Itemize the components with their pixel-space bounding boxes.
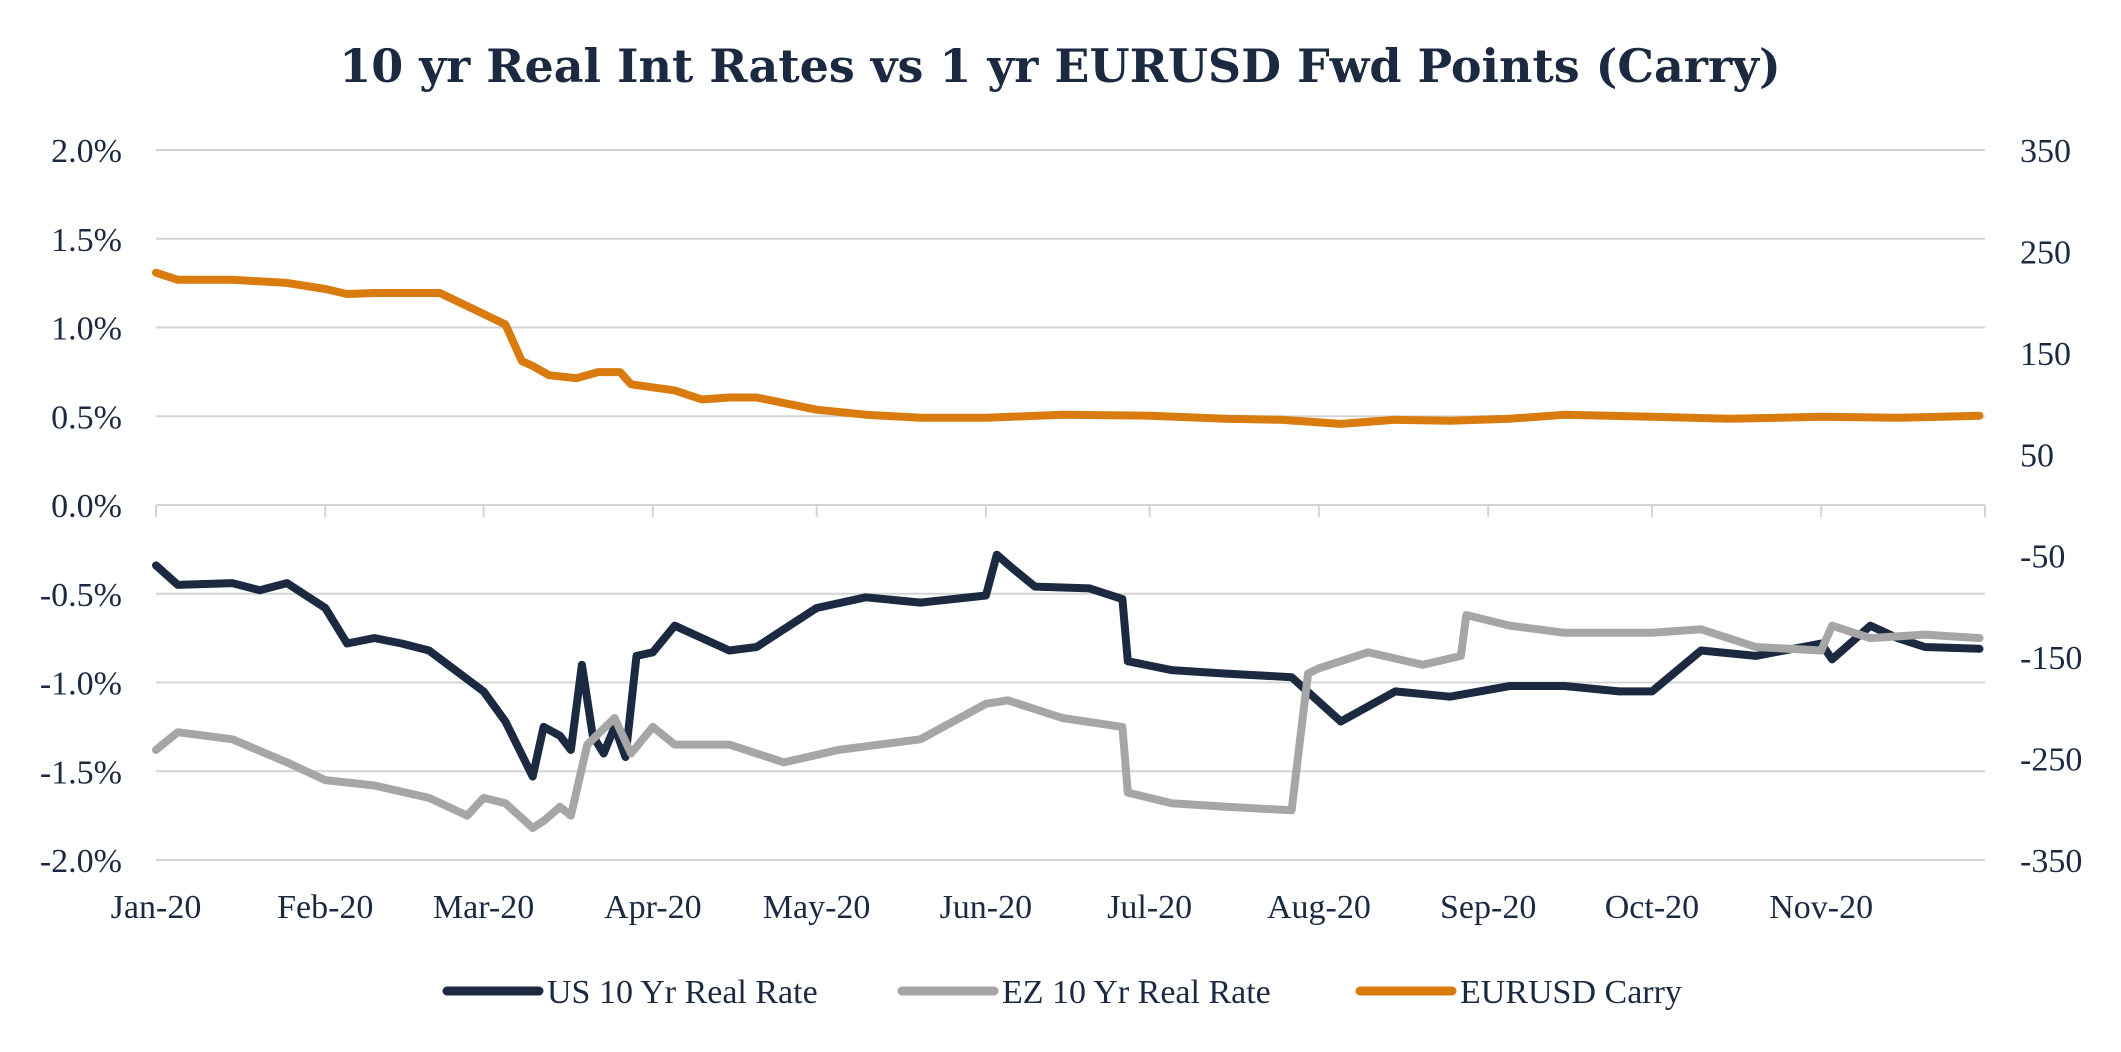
- legend-label: EURUSD Carry: [1460, 974, 1682, 1011]
- right-tick-label: -350: [2020, 843, 2082, 880]
- left-tick-label: -2.0%: [40, 843, 122, 880]
- legend-label: US 10 Yr Real Rate: [547, 974, 818, 1011]
- right-tick-label: 350: [2020, 133, 2071, 170]
- right-tick-label: 50: [2020, 437, 2054, 474]
- x-axis-ticks: Jan-20 Feb-20 Mar-20 Apr-20 May-20 Jun-20 Jul-…: [111, 504, 1986, 926]
- x-tick-label: Sep-20: [1440, 889, 1536, 926]
- x-tick-label: Mar-20: [433, 889, 534, 926]
- x-tick-label: May-20: [763, 889, 871, 926]
- right-tick-label: -150: [2020, 640, 2082, 677]
- x-tick-label: Jun-20: [940, 889, 1033, 926]
- series-layer: [152, 268, 1984, 832]
- left-tick-label: 1.5%: [51, 222, 122, 259]
- x-tick-label: Feb-20: [277, 889, 373, 926]
- x-tick-label: Aug-20: [1267, 889, 1371, 926]
- series-line-2: [152, 611, 1984, 832]
- right-tick-label: 150: [2020, 336, 2071, 373]
- series-line-3: [152, 268, 1984, 428]
- left-tick-label: 0.0%: [51, 488, 122, 525]
- left-tick-label: -1.5%: [40, 754, 122, 791]
- left-tick-label: 1.0%: [51, 311, 122, 348]
- x-tick-label: Nov-20: [1769, 889, 1873, 926]
- chart-title: 10 yr Real Int Rates vs 1 yr EURUSD Fwd …: [339, 39, 1781, 93]
- left-tick-label: -0.5%: [40, 577, 122, 614]
- left-tick-label: -1.0%: [40, 666, 122, 703]
- x-tick-label: Jan-20: [111, 889, 202, 926]
- series-line-1: [152, 550, 1984, 781]
- x-tick-label: Oct-20: [1605, 889, 1699, 926]
- right-tick-label: -50: [2020, 539, 2065, 576]
- left-tick-label: 2.0%: [51, 133, 122, 170]
- left-tick-label: 0.5%: [51, 399, 122, 436]
- right-tick-label: -250: [2020, 742, 2082, 779]
- x-tick-label: Apr-20: [604, 889, 702, 926]
- right-axis-ticks: 350 250 150 50 -50 -150 -250 -350: [2020, 133, 2082, 880]
- legend: US 10 Yr Real Rate EZ 10 Yr Real Rate EURU…: [442, 974, 1682, 1011]
- left-axis-ticks: 2.0% 1.5% 1.0% 0.5% 0.0% -0.5% -1.0% -1.5% -2.0%: [40, 133, 122, 880]
- legend-label: EZ 10 Yr Real Rate: [1002, 974, 1271, 1011]
- right-tick-label: 250: [2020, 234, 2071, 271]
- x-tick-label: Jul-20: [1107, 889, 1192, 926]
